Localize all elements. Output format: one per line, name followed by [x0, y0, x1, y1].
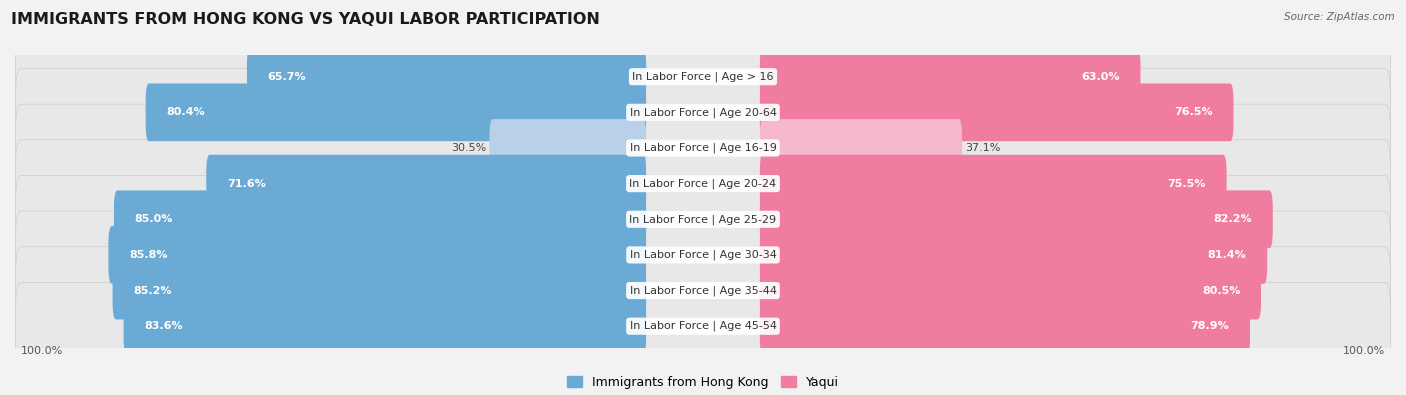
Text: 85.2%: 85.2% — [134, 286, 172, 295]
Legend: Immigrants from Hong Kong, Yaqui: Immigrants from Hong Kong, Yaqui — [562, 371, 844, 394]
Text: 81.4%: 81.4% — [1208, 250, 1247, 260]
FancyBboxPatch shape — [15, 33, 1391, 120]
Text: In Labor Force | Age 20-24: In Labor Force | Age 20-24 — [630, 179, 776, 189]
FancyBboxPatch shape — [759, 48, 1140, 105]
FancyBboxPatch shape — [759, 297, 1250, 355]
FancyBboxPatch shape — [15, 68, 1391, 156]
FancyBboxPatch shape — [15, 211, 1391, 299]
FancyBboxPatch shape — [15, 175, 1391, 263]
Text: In Labor Force | Age 45-54: In Labor Force | Age 45-54 — [630, 321, 776, 331]
Text: 71.6%: 71.6% — [226, 179, 266, 189]
Text: 83.6%: 83.6% — [145, 321, 183, 331]
Text: In Labor Force | Age 20-64: In Labor Force | Age 20-64 — [630, 107, 776, 118]
FancyBboxPatch shape — [124, 297, 647, 355]
Text: 82.2%: 82.2% — [1213, 214, 1253, 224]
Text: 80.5%: 80.5% — [1202, 286, 1240, 295]
FancyBboxPatch shape — [489, 119, 647, 177]
Text: In Labor Force | Age 25-29: In Labor Force | Age 25-29 — [630, 214, 776, 224]
Text: 80.4%: 80.4% — [166, 107, 205, 117]
FancyBboxPatch shape — [207, 155, 647, 213]
Text: 30.5%: 30.5% — [451, 143, 486, 153]
FancyBboxPatch shape — [759, 226, 1267, 284]
FancyBboxPatch shape — [114, 190, 647, 248]
FancyBboxPatch shape — [15, 247, 1391, 335]
FancyBboxPatch shape — [146, 83, 647, 141]
Text: IMMIGRANTS FROM HONG KONG VS YAQUI LABOR PARTICIPATION: IMMIGRANTS FROM HONG KONG VS YAQUI LABOR… — [11, 12, 600, 27]
FancyBboxPatch shape — [759, 190, 1272, 248]
FancyBboxPatch shape — [15, 140, 1391, 228]
Text: In Labor Force | Age 16-19: In Labor Force | Age 16-19 — [630, 143, 776, 153]
Text: 37.1%: 37.1% — [966, 143, 1001, 153]
Text: 65.7%: 65.7% — [267, 71, 307, 82]
FancyBboxPatch shape — [15, 282, 1391, 370]
Text: 75.5%: 75.5% — [1167, 179, 1206, 189]
Text: In Labor Force | Age 35-44: In Labor Force | Age 35-44 — [630, 285, 776, 296]
Text: 63.0%: 63.0% — [1081, 71, 1119, 82]
FancyBboxPatch shape — [112, 262, 647, 320]
FancyBboxPatch shape — [15, 104, 1391, 192]
FancyBboxPatch shape — [759, 262, 1261, 320]
Text: Source: ZipAtlas.com: Source: ZipAtlas.com — [1284, 12, 1395, 22]
Text: In Labor Force | Age 30-34: In Labor Force | Age 30-34 — [630, 250, 776, 260]
Text: 85.8%: 85.8% — [129, 250, 167, 260]
FancyBboxPatch shape — [108, 226, 647, 284]
FancyBboxPatch shape — [759, 119, 962, 177]
Text: In Labor Force | Age > 16: In Labor Force | Age > 16 — [633, 71, 773, 82]
Text: 78.9%: 78.9% — [1191, 321, 1229, 331]
FancyBboxPatch shape — [759, 83, 1233, 141]
Text: 85.0%: 85.0% — [135, 214, 173, 224]
Text: 76.5%: 76.5% — [1174, 107, 1213, 117]
Text: 100.0%: 100.0% — [1343, 346, 1385, 356]
FancyBboxPatch shape — [759, 155, 1226, 213]
FancyBboxPatch shape — [247, 48, 647, 105]
Text: 100.0%: 100.0% — [21, 346, 63, 356]
